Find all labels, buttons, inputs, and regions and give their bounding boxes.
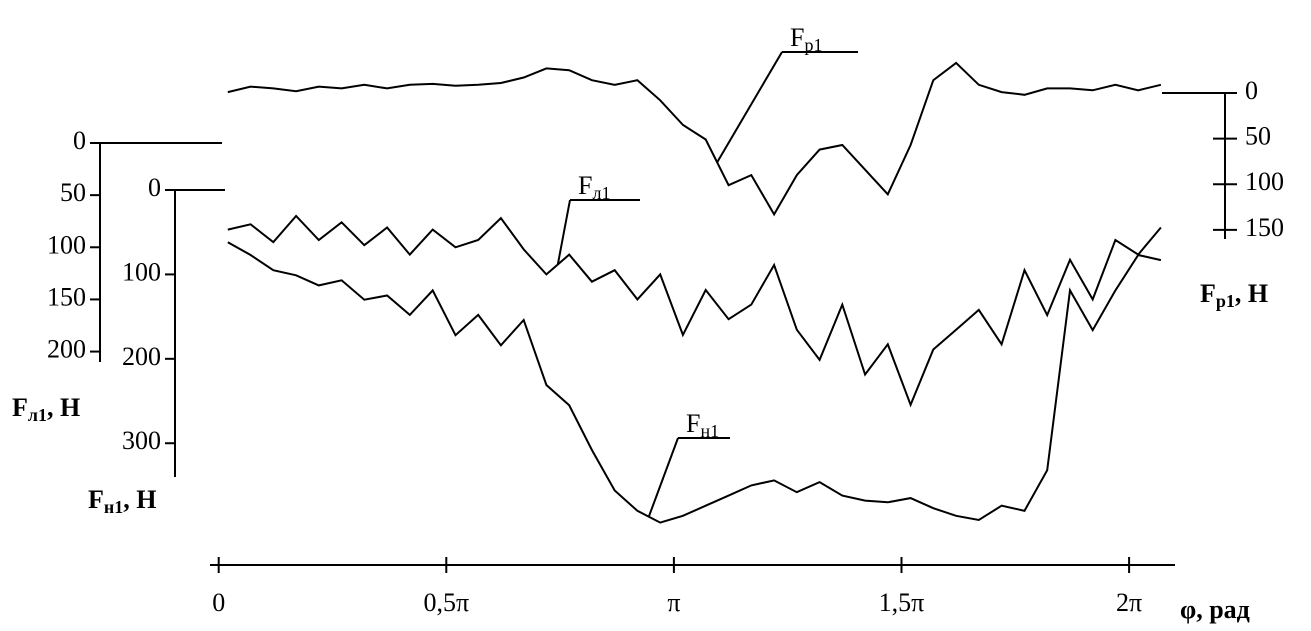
label-leader <box>647 437 679 518</box>
y3-axis-label: Fн1, Н <box>88 485 157 517</box>
y3-tick-label: 200 <box>122 342 161 371</box>
series-label: Fн1 <box>686 409 719 441</box>
y3-tick-label: 300 <box>122 426 161 455</box>
label-leader <box>716 51 783 163</box>
y-tick-label: 200 <box>47 335 86 364</box>
series-line <box>227 61 1162 217</box>
series-label: Fр1 <box>790 23 822 55</box>
y2-axis-label: Fр1, Н <box>1200 279 1268 311</box>
y2-tick-label: 0 <box>1245 76 1258 105</box>
y-tick-label: 50 <box>60 178 86 207</box>
y2-tick-label: 50 <box>1245 122 1271 151</box>
x-tick-label: 0,5π <box>423 588 469 617</box>
y-axis-label: Fл1, Н <box>12 393 80 425</box>
y2-tick-label: 150 <box>1245 213 1284 242</box>
y3-tick-label: 0 <box>148 173 161 202</box>
x-tick-label: 2π <box>1116 588 1142 617</box>
y-tick-label: 0 <box>73 126 86 155</box>
x-tick-label: 1,5π <box>879 588 925 617</box>
x-axis-label: φ, рад <box>1180 595 1250 624</box>
y-tick-label: 100 <box>47 230 86 259</box>
series-line <box>227 214 1162 408</box>
series-label: Fл1 <box>578 171 610 203</box>
y3-tick-label: 100 <box>122 257 161 286</box>
x-tick-label: π <box>667 588 680 617</box>
label-leader <box>556 199 571 265</box>
x-tick-label: 0 <box>212 588 225 617</box>
series-line <box>227 241 1162 524</box>
y-tick-label: 150 <box>47 282 86 311</box>
y2-tick-label: 100 <box>1245 167 1284 196</box>
